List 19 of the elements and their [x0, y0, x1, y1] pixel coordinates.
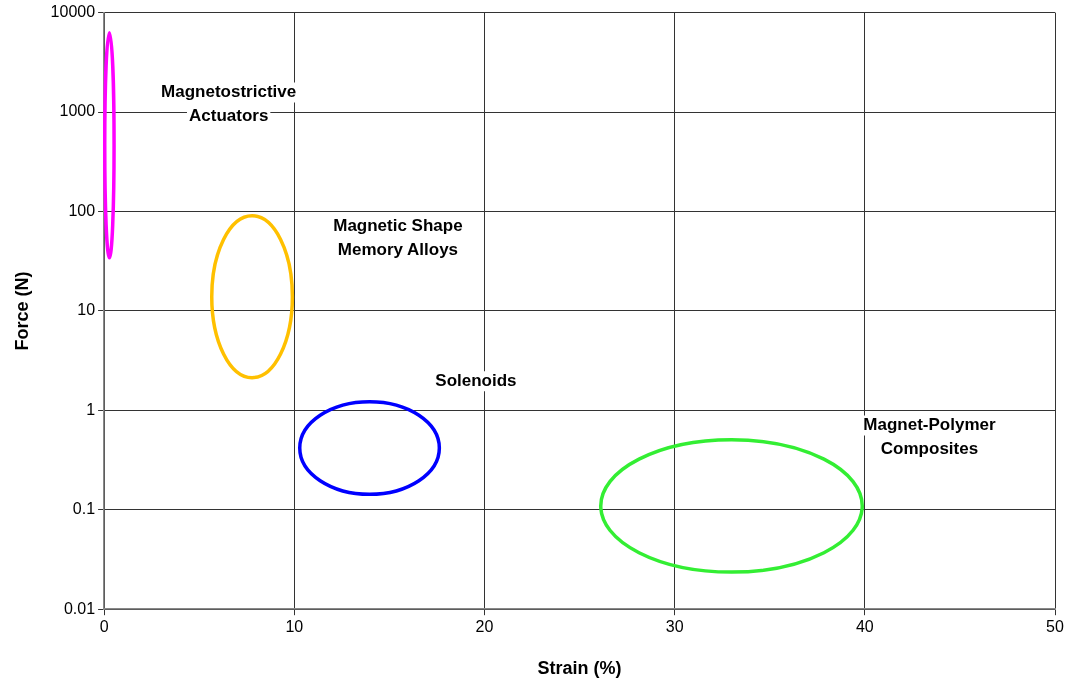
y-tick-label: 10000	[50, 3, 96, 21]
x-tick-label: 20	[475, 618, 494, 636]
x-tick-label: 50	[1046, 618, 1064, 636]
x-axis-title: Strain (%)	[537, 658, 622, 679]
x-tick-label: 10	[285, 618, 304, 636]
annotation: Magnetic Shape Memory Alloys	[333, 216, 463, 260]
y-tick-label: 100	[68, 201, 96, 219]
y-tick-label: 1000	[59, 102, 96, 120]
annotation: Magnet-Polymer Composites	[863, 415, 996, 459]
y-tick-label: 1	[86, 400, 96, 418]
y-axis-title: Force (N)	[11, 271, 32, 351]
annotation: Magnetostrictive Actuators	[161, 82, 297, 126]
x-tick-label: 30	[665, 618, 684, 636]
x-tick-label: 40	[855, 618, 874, 636]
x-tick-label: 0	[99, 618, 109, 636]
y-tick-label: 0.01	[63, 599, 96, 617]
y-tick-label: 10	[77, 301, 96, 319]
y-tick-label: 0.1	[72, 500, 96, 518]
annotation: Solenoids	[435, 370, 517, 390]
